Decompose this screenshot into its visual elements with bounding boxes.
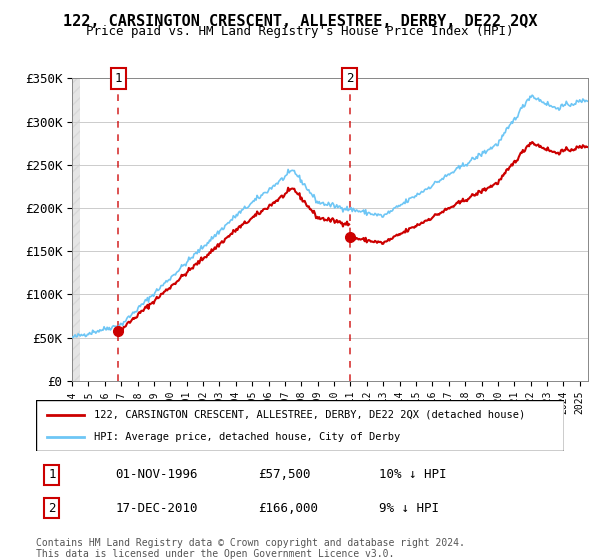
Text: 10% ↓ HPI: 10% ↓ HPI — [379, 468, 446, 481]
Text: 122, CARSINGTON CRESCENT, ALLESTREE, DERBY, DE22 2QX (detached house): 122, CARSINGTON CRESCENT, ALLESTREE, DER… — [94, 409, 526, 419]
Text: 1: 1 — [48, 468, 56, 481]
Text: £57,500: £57,500 — [258, 468, 310, 481]
Text: Price paid vs. HM Land Registry's House Price Index (HPI): Price paid vs. HM Land Registry's House … — [86, 25, 514, 38]
Bar — [72, 78, 80, 381]
Text: £166,000: £166,000 — [258, 502, 318, 515]
Text: 2: 2 — [346, 72, 353, 85]
Text: Contains HM Land Registry data © Crown copyright and database right 2024.
This d: Contains HM Land Registry data © Crown c… — [36, 538, 465, 559]
Text: 17-DEC-2010: 17-DEC-2010 — [115, 502, 198, 515]
Text: 9% ↓ HPI: 9% ↓ HPI — [379, 502, 439, 515]
FancyBboxPatch shape — [36, 400, 564, 451]
Text: 122, CARSINGTON CRESCENT, ALLESTREE, DERBY, DE22 2QX: 122, CARSINGTON CRESCENT, ALLESTREE, DER… — [63, 14, 537, 29]
Text: 01-NOV-1996: 01-NOV-1996 — [115, 468, 198, 481]
Text: 2: 2 — [48, 502, 56, 515]
Text: 1: 1 — [115, 72, 122, 85]
Text: HPI: Average price, detached house, City of Derby: HPI: Average price, detached house, City… — [94, 432, 400, 442]
